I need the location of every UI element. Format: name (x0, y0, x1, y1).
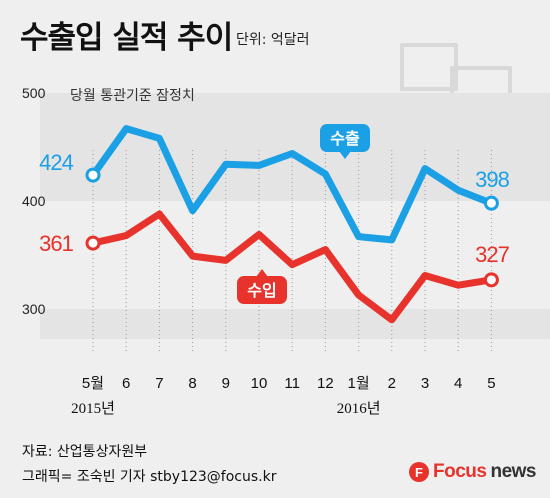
source-text: 자료: 산업통상자원부 (22, 444, 148, 460)
data-note: 당월 통관기준 잠정치 (70, 88, 195, 104)
import-badge: 수입 (237, 269, 287, 304)
x-tick-label: 6 (122, 375, 130, 392)
x-tick-label: 3 (421, 375, 429, 392)
import-end-value: 327 (475, 242, 509, 267)
export-end-value: 398 (475, 167, 509, 192)
import-endpoint-marker (483, 272, 499, 288)
series-lines (89, 125, 495, 324)
import-line (89, 210, 495, 324)
unit-label: 단위: 억달러 (236, 32, 310, 48)
export-badge-text: 수출 (330, 129, 360, 148)
grid-band-below-300 (40, 309, 550, 339)
import-badge-text: 수입 (247, 281, 276, 300)
x-tick-label: 2 (388, 375, 396, 392)
x-tick-label: 10 (251, 375, 268, 392)
export-start-value: 424 (39, 150, 73, 175)
x-tick-label: 1월 (348, 375, 370, 392)
credit-text: 그래픽= 조숙빈 기자 stby123@focus.kr (22, 469, 277, 485)
box-shape (400, 43, 458, 91)
logo-mark-icon: F (409, 462, 430, 482)
x-tick-label: 12 (317, 375, 334, 392)
x-axis-labels: 5월 6 7 8 9 10 11 12 1월 2 3 4 5 2015년 2016년 (71, 375, 495, 417)
x-tick-label: 4 (454, 375, 462, 392)
import-badge-box (237, 276, 287, 304)
x-tick-label: 11 (284, 375, 300, 392)
x-tick-label: 9 (222, 375, 230, 392)
x-tick-label: 7 (155, 375, 163, 392)
year-label: 2016년 (337, 400, 381, 417)
export-badge-box (320, 124, 370, 152)
grid-bands (40, 93, 550, 339)
logo-text-news: news (490, 461, 536, 482)
y-axis-ticks: 500 400 300 (22, 85, 46, 317)
import-badge-pointer (256, 269, 268, 277)
export-line (89, 125, 495, 244)
export-badge: 수출 (320, 124, 370, 159)
export-endpoint-marker (483, 195, 499, 211)
x-tick-label: 5 (487, 375, 495, 392)
focus-news-logo: F Focus news (409, 461, 536, 483)
export-badge-pointer (339, 151, 351, 159)
y-tick-label: 500 (22, 85, 46, 101)
x-tick-label: 5월 (82, 375, 104, 392)
y-tick-label: 400 (22, 193, 46, 209)
logo-text-focus: Focus (433, 461, 487, 482)
endpoint-value-labels: 424 398 361 327 (39, 150, 510, 267)
y-tick-label: 300 (22, 301, 46, 317)
chart-title: 수출입 실적 추이 (20, 20, 233, 56)
export-endpoint-marker (85, 167, 101, 183)
import-endpoint-marker (85, 235, 101, 251)
grid-band-400-500 (40, 93, 550, 201)
x-tick-label: 8 (188, 375, 196, 392)
year-label: 2015년 (71, 400, 115, 417)
import-start-value: 361 (39, 231, 73, 256)
endpoint-markers (85, 167, 499, 288)
